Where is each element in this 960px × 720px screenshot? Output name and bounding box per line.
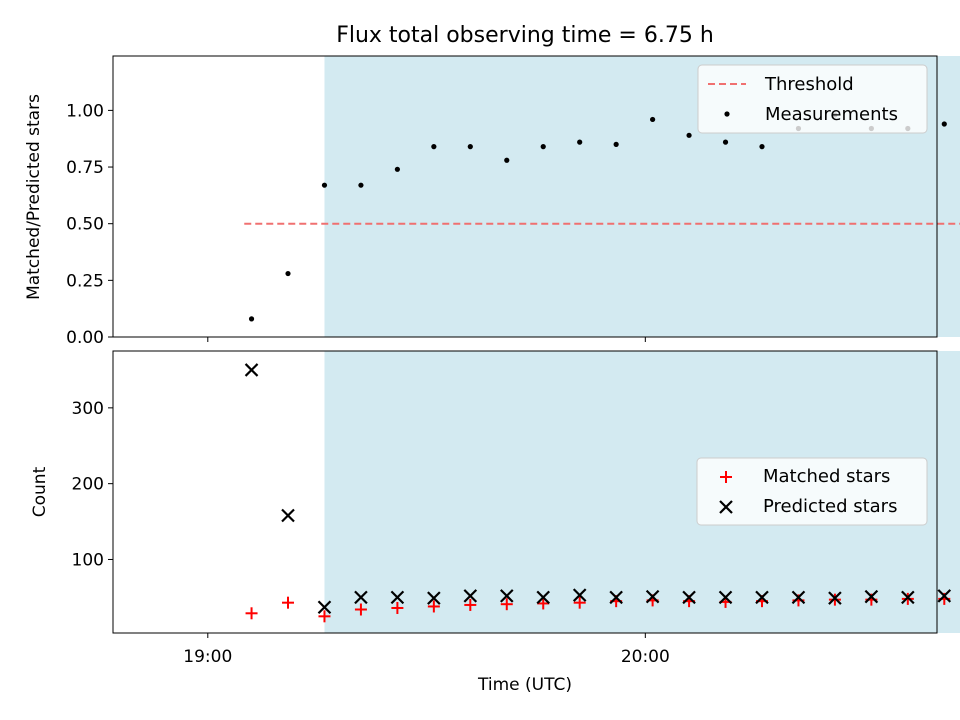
matched-star-point bbox=[245, 607, 258, 620]
measurement-point bbox=[467, 144, 473, 150]
bottom-y-axis-label: Count bbox=[30, 466, 50, 517]
measurement-point bbox=[941, 121, 947, 127]
matched-star-point bbox=[282, 596, 295, 609]
measurement-point bbox=[431, 144, 437, 150]
bottom-axes-frame bbox=[112, 350, 938, 634]
predicted-star-point bbox=[718, 590, 733, 605]
predicted-star-point bbox=[536, 590, 551, 605]
predicted-star-point bbox=[499, 589, 514, 603]
y-tick-label: 300 bbox=[72, 399, 104, 419]
predicted-star-point bbox=[828, 591, 842, 605]
predicted-stars-points bbox=[244, 363, 952, 615]
matched-star-point bbox=[500, 598, 513, 611]
legend-threshold-label: Threshold bbox=[764, 74, 854, 95]
measurement-point bbox=[722, 139, 729, 145]
x-tick-label: 19:00 bbox=[183, 647, 232, 667]
measurement-point bbox=[285, 270, 291, 277]
predicted-star-point bbox=[755, 590, 769, 605]
measurement-point bbox=[759, 144, 765, 150]
measurement-point bbox=[686, 132, 692, 138]
predicted-star-point bbox=[390, 590, 405, 605]
predicted-star-point bbox=[572, 588, 587, 602]
bottom-legend: Matched stars Predicted stars bbox=[696, 457, 928, 526]
predicted-star-point bbox=[901, 590, 915, 605]
y-tick-label: 0.50 bbox=[66, 215, 104, 235]
predicted-star-point bbox=[317, 600, 332, 615]
top-legend: Threshold Measurements bbox=[697, 64, 928, 134]
bottom-x-axis-label: Time (UTC) bbox=[477, 675, 572, 695]
y-tick-label: 0.00 bbox=[66, 328, 104, 348]
matched-star-point bbox=[427, 600, 440, 613]
legend-matched-label: Matched stars bbox=[763, 466, 890, 487]
predicted-star-point bbox=[281, 508, 295, 523]
matched-star-point bbox=[354, 603, 367, 616]
legend-predicted-label: Predicted stars bbox=[763, 496, 897, 517]
bottom-legend-box bbox=[696, 457, 928, 526]
y-tick-label: 100 bbox=[72, 550, 104, 570]
predicted-star-point bbox=[354, 590, 368, 605]
legend-predicted-swatch bbox=[719, 500, 733, 514]
matched-star-point bbox=[464, 598, 477, 611]
predicted-star-point bbox=[427, 591, 441, 605]
y-tick-label: 200 bbox=[72, 475, 104, 495]
top-x-ticks bbox=[207, 337, 646, 342]
top-legend-box bbox=[697, 64, 928, 134]
predicted-star-point bbox=[645, 589, 660, 604]
predicted-star-point bbox=[864, 589, 879, 604]
top-y-ticks: 0.00 0.25 0.50 0.75 1.00 bbox=[66, 101, 113, 348]
predicted-star-point bbox=[937, 589, 952, 603]
chart-title: Flux total observing time = 6.75 h bbox=[336, 23, 714, 48]
top-y-axis-label: Matched/Predicted stars bbox=[24, 94, 44, 300]
matched-star-point bbox=[573, 596, 586, 609]
bottom-y-ticks: 100 200 300 bbox=[72, 399, 113, 570]
measurement-point bbox=[650, 116, 656, 123]
measurement-point bbox=[321, 182, 328, 188]
legend-measurements-label: Measurements bbox=[765, 104, 898, 125]
x-tick-label: 20:00 bbox=[621, 647, 670, 667]
measurement-point bbox=[394, 166, 400, 172]
matched-star-point bbox=[391, 601, 404, 614]
predicted-star-point bbox=[609, 590, 623, 605]
matched-star-point bbox=[537, 597, 550, 610]
legend-measurements-swatch bbox=[724, 111, 730, 117]
y-tick-label: 0.25 bbox=[66, 271, 104, 291]
legend-matched-swatch bbox=[720, 471, 732, 483]
measurement-point bbox=[358, 182, 364, 188]
measurement-point bbox=[613, 141, 619, 147]
top-axes-frame bbox=[112, 55, 938, 338]
matched-star-point bbox=[318, 610, 331, 623]
predicted-star-point bbox=[244, 363, 259, 377]
predicted-star-point bbox=[463, 589, 478, 603]
measurement-point bbox=[577, 139, 583, 145]
y-tick-label: 1.00 bbox=[66, 101, 104, 121]
top-panel: 0.00 0.25 0.50 0.75 1.00 Flux total observin… bbox=[24, 23, 960, 348]
predicted-star-point bbox=[791, 590, 806, 605]
measurement-point bbox=[248, 316, 255, 322]
predicted-star-point bbox=[682, 590, 696, 605]
measurement-point bbox=[540, 144, 546, 150]
measurement-point bbox=[504, 157, 510, 163]
y-tick-label: 0.75 bbox=[66, 158, 104, 178]
